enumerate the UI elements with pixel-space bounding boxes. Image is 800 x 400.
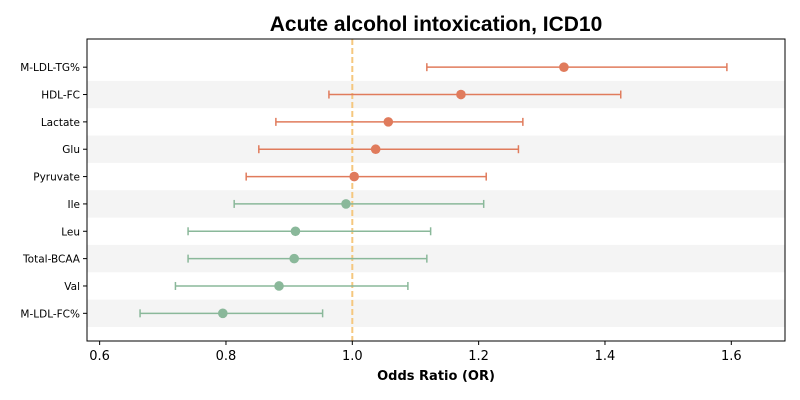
point-estimate [274, 281, 284, 291]
data-rows [139, 62, 728, 319]
point-estimate [456, 89, 466, 100]
point-estimate [349, 171, 359, 182]
y-tick-label: Ile [68, 199, 80, 211]
forest-row [187, 226, 432, 237]
point-estimate [370, 144, 381, 155]
point-estimate [341, 199, 351, 209]
y-tick-label: HDL-FC [41, 90, 80, 102]
y-tick-label: Leu [61, 226, 80, 238]
forest-row [328, 89, 622, 100]
point-estimate [383, 117, 394, 127]
x-tick-label: 1.6 [721, 349, 742, 364]
point-estimate [289, 253, 299, 264]
forest-row [426, 62, 728, 72]
y-axis-labels: M-LDL-TG% HDL-FC Lactate Glu Pyruvate Ile Leu T… [20, 62, 87, 320]
x-tick-label: 0.8 [216, 349, 237, 364]
x-tick-label: 1.2 [468, 349, 489, 364]
y-tick-label: Glu [62, 144, 80, 156]
x-tick-label: 0.6 [89, 349, 110, 364]
forest-row [258, 144, 520, 155]
plot-frame [86, 38, 786, 342]
y-tick-label: Total-BCAA [22, 254, 81, 266]
y-tick-label: M-LDL-TG% [20, 62, 80, 74]
forest-row [139, 308, 324, 319]
point-estimate [290, 226, 301, 237]
y-tick-label: M-LDL-FC% [20, 308, 80, 320]
x-tick-label: 1.4 [595, 349, 616, 364]
x-axis-ticks: 0.6 0.8 1.0 1.2 1.4 1.6 [89, 341, 742, 364]
chart-title: Acute alcohol intoxication, ICD10 [270, 13, 603, 36]
point-estimate [559, 62, 569, 72]
x-axis-title: Odds Ratio (OR) [377, 369, 495, 384]
point-estimate [218, 308, 228, 319]
y-tick-label: Pyruvate [33, 172, 80, 184]
forest-row [187, 253, 428, 264]
x-tick-label: 1.0 [342, 349, 363, 364]
forest-row [174, 281, 409, 291]
forest-row [245, 171, 487, 182]
forest-row [233, 199, 485, 209]
y-tick-label: Lactate [41, 117, 80, 129]
forest-row [275, 117, 524, 127]
y-tick-label: Val [64, 281, 80, 293]
